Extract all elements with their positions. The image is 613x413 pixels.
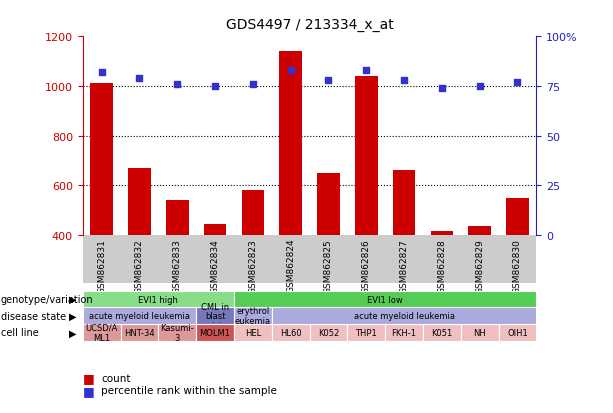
Text: K051: K051 [432, 328, 452, 337]
Bar [83, 324, 121, 341]
Text: MOLM1: MOLM1 [200, 328, 230, 337]
Bar [272, 308, 536, 324]
Text: genotype/variation: genotype/variation [1, 294, 93, 304]
Bar [196, 324, 234, 341]
Text: UCSD/A
ML1: UCSD/A ML1 [85, 323, 118, 342]
Text: ■: ■ [83, 384, 94, 397]
Bar [461, 324, 498, 341]
Bar [234, 324, 272, 341]
Bar [128, 169, 151, 335]
Bar [506, 198, 529, 335]
Bar [196, 308, 234, 324]
Bar [393, 171, 416, 335]
Text: EVI1 high: EVI1 high [139, 295, 178, 304]
Bar [310, 324, 348, 341]
Text: HNT-34: HNT-34 [124, 328, 154, 337]
Point [437, 85, 447, 92]
Text: cell line: cell line [1, 328, 39, 337]
Text: K052: K052 [318, 328, 339, 337]
Bar [83, 291, 234, 308]
Point [475, 83, 485, 90]
Bar [355, 77, 378, 335]
Text: percentile rank within the sample: percentile rank within the sample [101, 385, 277, 395]
Bar [498, 324, 536, 341]
Bar [430, 232, 453, 335]
Bar [158, 324, 196, 341]
Bar [385, 324, 423, 341]
Bar [242, 191, 264, 335]
Point [172, 81, 182, 88]
Bar [272, 324, 310, 341]
Point [361, 68, 371, 74]
Bar [468, 227, 491, 335]
Point [210, 83, 220, 90]
Bar [423, 324, 461, 341]
Point [134, 76, 145, 82]
Bar [317, 173, 340, 335]
Text: ■: ■ [83, 371, 94, 385]
Text: HL60: HL60 [280, 328, 302, 337]
Text: count: count [101, 373, 131, 383]
Point [399, 78, 409, 84]
Text: acute myeloid leukemia: acute myeloid leukemia [354, 311, 455, 320]
Bar [348, 324, 385, 341]
Bar [90, 84, 113, 335]
Bar [280, 52, 302, 335]
Text: disease state: disease state [1, 311, 66, 321]
Text: Kasumi-
3: Kasumi- 3 [161, 323, 194, 342]
Text: ▶: ▶ [69, 311, 77, 321]
Text: NH: NH [473, 328, 486, 337]
Text: OIH1: OIH1 [507, 328, 528, 337]
Point [97, 69, 107, 76]
Text: HEL: HEL [245, 328, 261, 337]
Text: erythrol
eukemia: erythrol eukemia [235, 306, 271, 325]
Text: FKH-1: FKH-1 [392, 328, 417, 337]
Text: ▶: ▶ [69, 328, 77, 337]
Point [286, 68, 295, 74]
Text: CML in
blast
crisis: CML in blast crisis [201, 302, 229, 330]
Text: acute myeloid leukemia: acute myeloid leukemia [89, 311, 190, 320]
Text: THP1: THP1 [356, 328, 377, 337]
Title: GDS4497 / 213334_x_at: GDS4497 / 213334_x_at [226, 18, 394, 32]
Text: EVI1 low: EVI1 low [367, 295, 403, 304]
Point [512, 79, 522, 86]
Point [324, 78, 333, 84]
Bar [121, 324, 158, 341]
Point [248, 81, 257, 88]
Bar [234, 308, 272, 324]
Bar [166, 201, 189, 335]
Bar [234, 291, 536, 308]
Text: ▶: ▶ [69, 294, 77, 304]
Bar [204, 224, 226, 335]
Bar [83, 308, 196, 324]
